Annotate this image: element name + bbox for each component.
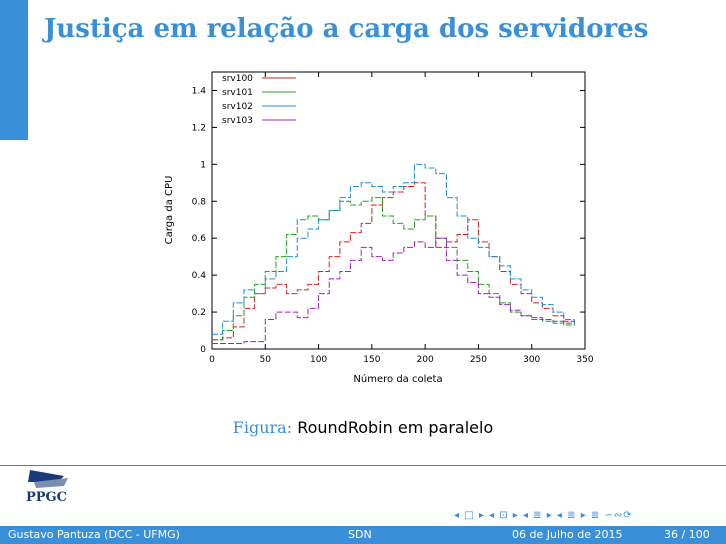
y-axis-label: Carga da CPU	[164, 176, 175, 245]
y-tick-label: 1	[200, 160, 206, 170]
footer-page-number: 36 / 100	[664, 528, 710, 541]
footer-author: Gustavo Pantuza (DCC - UFMG)	[8, 528, 180, 541]
x-tick-label: 50	[260, 355, 272, 365]
ppgc-logo: PPGC	[26, 470, 68, 504]
plot-frame	[211, 71, 586, 350]
footer-date: 06 de Julho de 2015	[512, 528, 623, 541]
slide-title: Justiça em relação a carga dos servidore…	[44, 14, 649, 44]
tick-layer: 0 50 100 150 200 250 300 350 0 0.2 0.4 0.6 0.8 1 1.2 1.…	[192, 72, 594, 365]
legend: srv100 srv101 srv102 srv103	[222, 74, 296, 126]
legend-label-srv100: srv100	[222, 74, 253, 84]
cpu-load-chart: 0 50 100 150 200 250 300 350 0 0.2 0.4 0.6 0.8 1 1.2 1.…	[164, 71, 594, 385]
legend-label-srv103: srv103	[222, 116, 253, 126]
x-tick-label: 250	[470, 355, 487, 365]
footer-section: SDN	[348, 528, 372, 541]
series-line-srv101	[212, 197, 575, 341]
y-tick-label: 0.4	[192, 271, 207, 281]
x-tick-label: 200	[417, 355, 434, 365]
series-line-srv103	[212, 237, 575, 344]
x-tick-label: 0	[209, 355, 215, 365]
series-line-srv102	[212, 163, 575, 335]
figure-caption: Figura: RoundRobin em paralelo	[0, 418, 726, 437]
figure-caption-text: RoundRobin em paralelo	[297, 418, 494, 437]
y-tick-label: 1.4	[192, 86, 207, 96]
y-tick-label: 0	[200, 345, 206, 355]
x-axis-label: Número da coleta	[353, 373, 442, 385]
x-tick-label: 350	[576, 355, 593, 365]
slide-footer: Gustavo Pantuza (DCC - UFMG) SDN 06 de J…	[0, 526, 726, 544]
figure-caption-label: Figura:	[232, 418, 293, 437]
y-tick-label: 0.2	[192, 308, 206, 318]
legend-label-srv101: srv101	[222, 88, 253, 98]
y-tick-label: 0.8	[192, 197, 207, 207]
y-tick-label: 0.6	[192, 234, 207, 244]
series-layer	[212, 163, 575, 344]
x-tick-label: 100	[310, 355, 327, 365]
footer-divider	[0, 465, 726, 466]
beamer-navigation-controls[interactable]: ◂ □ ▸ ◂ ⊡ ▸ ◂ ≣ ▸ ◂ ≣ ▸ ≣ ∽∾⟳	[454, 510, 633, 521]
title-accent-bar	[0, 0, 28, 140]
plot-area-border	[211, 71, 586, 350]
x-tick-label: 150	[363, 355, 380, 365]
series-line-srv100	[212, 182, 575, 341]
x-tick-label: 300	[523, 355, 540, 365]
logo-text: PPGC	[26, 490, 67, 504]
y-tick-label: 1.2	[192, 123, 206, 133]
legend-label-srv102: srv102	[222, 102, 253, 112]
